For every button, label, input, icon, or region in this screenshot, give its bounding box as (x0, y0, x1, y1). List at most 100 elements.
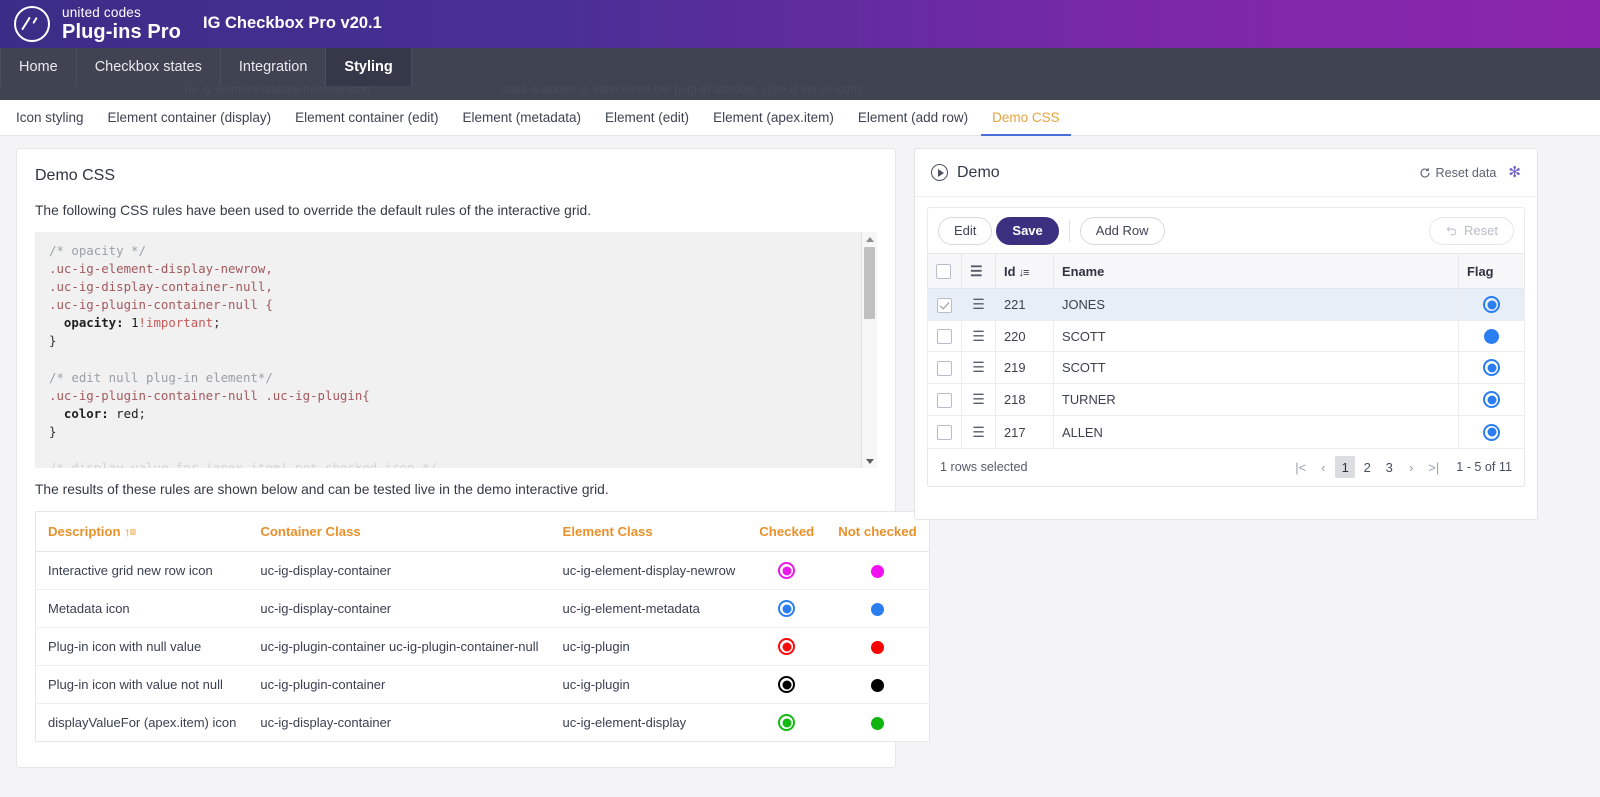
flag-not-checked-dot-icon[interactable] (1484, 329, 1499, 345)
pagination-first-button[interactable]: |< (1295, 459, 1307, 475)
flag-checked-ring-icon[interactable] (1483, 359, 1500, 377)
cell-not-checked (826, 627, 930, 667)
grid-cell-flag[interactable] (1458, 351, 1525, 385)
reset-button[interactable]: Reset (1429, 216, 1514, 245)
grid-column-header-id[interactable]: Id ↓≡ (995, 252, 1054, 290)
grid-cell-flag[interactable] (1458, 320, 1525, 353)
sub-tab-icon-styling[interactable]: Icon styling (16, 110, 84, 125)
cell-description: Metadata icon (35, 589, 249, 629)
cell-checked (747, 665, 827, 705)
sub-tab-element-container-edit[interactable]: Element container (edit) (295, 110, 439, 125)
grid-column-header-ename[interactable]: Ename (1053, 252, 1459, 290)
code-scrollbar[interactable] (861, 232, 877, 468)
sub-tab-element-edit[interactable]: Element (edit) (605, 110, 690, 125)
column-header-checked[interactable]: Checked (747, 511, 827, 552)
add-row-button[interactable]: Add Row (1079, 216, 1165, 245)
grid-row-checkbox-cell[interactable] (927, 320, 962, 353)
row-menu-icon[interactable]: ☰ (970, 262, 983, 279)
grid-row[interactable]: ☰ 220 SCOTT (927, 320, 1525, 353)
sub-tab-element-metadata[interactable]: Element (metadata) (462, 110, 582, 125)
sort-ascending-icon[interactable]: ↑≡ (124, 525, 137, 539)
select-all-checkbox[interactable] (936, 264, 951, 280)
row-menu-icon[interactable]: ☰ (972, 296, 985, 313)
grid-cell-id[interactable]: 218 (995, 383, 1054, 417)
flag-checked-ring-icon[interactable] (1483, 296, 1500, 314)
grid-column-header-flag[interactable]: Flag (1458, 252, 1525, 290)
grid-row-handle-cell[interactable]: ☰ (961, 288, 996, 322)
cell-container-class: uc-ig-display-container (248, 703, 551, 742)
grid-table: ☰ Id ↓≡ Ename Flag ☰ 221 JONES ☰ 220 SCOTT ☰ 219… (927, 252, 1525, 449)
grid-row-checkbox-cell[interactable] (927, 415, 962, 449)
grid-cell-ename[interactable]: TURNER (1053, 383, 1459, 417)
grid-cell-id[interactable]: 220 (995, 320, 1054, 353)
grid-cell-id[interactable]: 219 (995, 351, 1054, 385)
sub-tab-element-container-display[interactable]: Element container (display) (107, 110, 272, 125)
grid-row-checkbox-cell[interactable] (927, 383, 962, 417)
pagination-page-3[interactable]: 3 (1385, 459, 1393, 475)
grid-row-handle-cell[interactable]: ☰ (961, 351, 996, 385)
scrollbar-thumb[interactable] (864, 247, 875, 319)
grid-row[interactable]: ☰ 219 SCOTT (927, 351, 1525, 385)
grid-cell-ename[interactable]: ALLEN (1053, 415, 1459, 449)
scroll-up-arrow-icon[interactable] (862, 232, 877, 246)
cell-checked (747, 627, 827, 667)
grid-cell-id[interactable]: 221 (995, 288, 1054, 322)
pagination-prev-button[interactable]: ‹ (1321, 459, 1326, 475)
grid-row-handle-cell[interactable]: ☰ (961, 320, 996, 353)
grid-row[interactable]: ☰ 217 ALLEN (927, 415, 1525, 449)
column-header-description[interactable]: Description ↑≡ (35, 511, 249, 552)
nav-item-styling[interactable]: Styling (326, 48, 412, 86)
grid-row-handle-cell[interactable]: ☰ (961, 383, 996, 417)
grid-select-all-header[interactable] (927, 252, 962, 290)
scroll-down-arrow-icon[interactable] (862, 454, 877, 468)
demo-panel: Demo Reset data ✻ Edit Save (914, 148, 1538, 520)
results-header-row: Description ↑≡ Container Class Element Cl… (35, 511, 930, 552)
edit-button[interactable]: Edit (938, 216, 993, 245)
grid-cell-id[interactable]: 217 (995, 415, 1054, 449)
row-select-checkbox[interactable] (937, 297, 952, 313)
row-select-checkbox[interactable] (937, 392, 952, 408)
flag-checked-ring-icon[interactable] (1483, 423, 1500, 441)
nav-item-home[interactable]: Home (0, 48, 77, 86)
brand-line-1: united codes (62, 5, 141, 21)
grid-cell-flag[interactable] (1458, 415, 1525, 449)
row-menu-icon[interactable]: ☰ (972, 359, 985, 376)
sub-tab-demo-css[interactable]: Demo CSS (980, 100, 1072, 136)
reset-data-button[interactable]: Reset data (1419, 166, 1496, 180)
grid-cell-flag[interactable] (1458, 288, 1525, 322)
flag-checked-ring-icon[interactable] (1483, 391, 1500, 409)
nav-item-integration[interactable]: Integration (221, 48, 327, 86)
pagination-page-1[interactable]: 1 (1335, 456, 1356, 479)
cell-not-checked (826, 665, 930, 705)
row-menu-icon[interactable]: ☰ (972, 423, 985, 440)
grid-cell-ename[interactable]: JONES (1053, 288, 1459, 322)
row-menu-icon[interactable]: ☰ (972, 327, 985, 344)
grid-row[interactable]: ☰ 218 TURNER (927, 383, 1525, 417)
grid-row-handle-cell[interactable]: ☰ (961, 415, 996, 449)
sub-tab-element-apex-item[interactable]: Element (apex.item) (713, 110, 834, 125)
snowflake-icon[interactable]: ✻ (1508, 164, 1521, 181)
grid-row-checkbox-cell[interactable] (927, 351, 962, 385)
grid-row[interactable]: ☰ 221 JONES (927, 288, 1525, 322)
row-select-checkbox[interactable] (937, 329, 952, 345)
row-menu-icon[interactable]: ☰ (972, 391, 985, 408)
sort-descending-icon[interactable]: ↓≡ (1018, 266, 1029, 279)
column-header-element-class[interactable]: Element Class (550, 511, 748, 552)
column-header-not-checked[interactable]: Not checked (826, 511, 930, 552)
pagination-next-button[interactable]: › (1409, 459, 1414, 475)
toolbar-separator (1068, 219, 1070, 242)
pagination-page-2[interactable]: 2 (1363, 459, 1371, 475)
grid-cell-ename[interactable]: SCOTT (1053, 320, 1459, 353)
not-checked-dot-icon (870, 565, 884, 579)
grid-cell-flag[interactable] (1458, 383, 1525, 417)
nav-item-checkbox-states[interactable]: Checkbox states (77, 48, 221, 86)
save-button[interactable]: Save (996, 216, 1059, 245)
row-select-checkbox[interactable] (937, 360, 952, 376)
column-header-container-class[interactable]: Container Class (248, 511, 551, 552)
grid-cell-ename[interactable]: SCOTT (1053, 351, 1459, 385)
sub-tab-element-add-row[interactable]: Element (add row) (857, 110, 969, 125)
pagination-last-button[interactable]: >| (1428, 459, 1440, 475)
row-select-checkbox[interactable] (937, 425, 952, 441)
grid-row-checkbox-cell[interactable] (927, 288, 962, 322)
cell-description: Interactive grid new row icon (35, 551, 249, 591)
